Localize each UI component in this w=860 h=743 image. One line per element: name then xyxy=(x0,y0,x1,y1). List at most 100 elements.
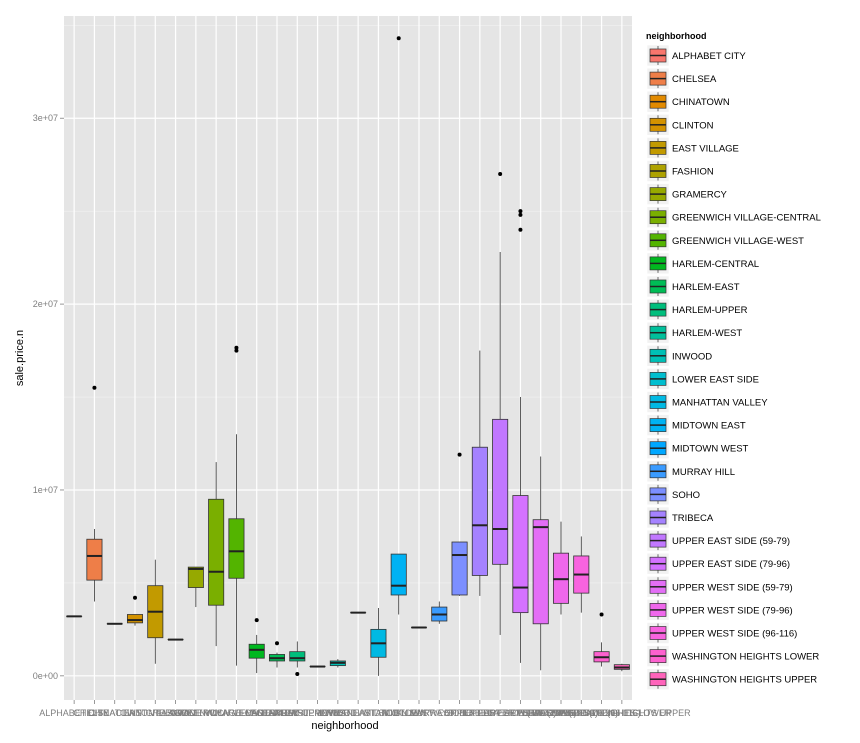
box-group xyxy=(208,462,225,647)
legend-label: WASHINGTON HEIGHTS UPPER xyxy=(672,675,817,686)
legend-label: GREENWICH VILLAGE-WEST xyxy=(672,236,804,247)
legend-item: GREENWICH VILLAGE-WEST xyxy=(646,229,804,252)
x-tick-label: UPPER WEST SIDE (79-96) xyxy=(504,708,618,718)
legend-item: UPPER WEST SIDE (59-79) xyxy=(646,575,793,598)
x-tick-label: CHELSEA xyxy=(73,708,115,718)
box-iqr xyxy=(390,553,407,596)
x-tick-label: UPPER WEST SIDE (59-79) xyxy=(484,708,598,718)
legend-item: HARLEM-UPPER xyxy=(646,298,748,321)
box-group xyxy=(532,456,549,671)
box-iqr xyxy=(86,538,103,581)
legend-item: EAST VILLAGE xyxy=(646,137,739,159)
x-tick-label: MURRAY HILL xyxy=(409,708,469,718)
box-group xyxy=(187,566,204,608)
x-tick-label: TRIBECA xyxy=(460,708,499,718)
legend-item: ALPHABET CITY xyxy=(646,44,746,67)
box-iqr xyxy=(208,498,225,606)
legend-label: UPPER EAST SIDE (79-96) xyxy=(672,559,790,570)
legend-label: UPPER WEST SIDE (79-96) xyxy=(672,605,793,616)
box-iqr xyxy=(512,495,529,614)
legend-label: SOHO xyxy=(672,490,700,501)
x-tick-label: HARLEM-WEST xyxy=(284,708,351,718)
box-iqr xyxy=(451,541,468,596)
x-tick-label: HARLEM-CENTRAL xyxy=(215,708,298,718)
box-group xyxy=(492,171,509,635)
y-tick-label: 1e+07 xyxy=(33,485,58,495)
legend-label: HARLEM-WEST xyxy=(672,328,742,339)
box-group xyxy=(228,345,245,666)
outlier-point xyxy=(457,452,462,457)
x-axis-ticks: ALPHABET CITYCHELSEACHINATOWNCLINTONEAST… xyxy=(39,700,691,718)
legend-item: INWOOD xyxy=(646,344,712,367)
outlier-point xyxy=(234,348,239,353)
x-tick-label: MANHATTAN VALLEY xyxy=(333,708,424,718)
y-tick-label: 3e+07 xyxy=(33,113,58,123)
legend-item: MURRAY HILL xyxy=(646,460,735,483)
x-tick-label: EAST VILLAGE xyxy=(124,708,187,718)
x-axis-title: neighborhood xyxy=(311,720,378,732)
box-iqr xyxy=(248,643,265,659)
outlier-point xyxy=(295,671,300,676)
legend-label: MIDTOWN WEST xyxy=(672,444,749,455)
major-gridlines xyxy=(64,16,632,700)
box-group xyxy=(248,618,265,674)
box-group xyxy=(268,641,286,668)
box-group xyxy=(86,385,103,602)
x-tick-label: MIDTOWN EAST xyxy=(364,708,434,718)
legend-item: HARLEM-EAST xyxy=(646,275,740,298)
legend-item: UPPER EAST SIDE (79-96) xyxy=(646,552,790,575)
x-tick-label: HARLEM-UPPER xyxy=(262,708,334,718)
box-group xyxy=(147,559,164,664)
legend-label: FASHION xyxy=(672,167,714,178)
box-group xyxy=(512,209,529,663)
legend-label: CHELSEA xyxy=(672,74,717,85)
legend-title: neighborhood xyxy=(646,31,707,41)
legend-item: WASHINGTON HEIGHTS UPPER xyxy=(646,668,817,691)
x-tick-label: UPPER WEST SIDE (96-116) xyxy=(522,708,641,718)
outlier-point xyxy=(396,36,401,41)
legend-item: MANHATTAN VALLEY xyxy=(646,391,768,413)
legend-label: GREENWICH VILLAGE-CENTRAL xyxy=(672,213,821,224)
legend-item: SOHO xyxy=(646,483,700,506)
x-tick-label: CLINTON xyxy=(115,708,154,718)
box-group xyxy=(289,641,306,676)
legend-label: MANHATTAN VALLEY xyxy=(672,398,768,409)
x-tick-label: SOHO xyxy=(446,708,473,718)
legend-item: UPPER EAST SIDE (59-79) xyxy=(646,529,790,552)
box-group xyxy=(613,663,630,672)
x-tick-label: WASHINGTON HEIGHTS LOWER xyxy=(532,708,672,718)
box-group xyxy=(451,452,468,596)
x-tick-label: MIDTOWN WEST xyxy=(383,708,456,718)
box-group xyxy=(552,521,570,615)
legend-item: GREENWICH VILLAGE-CENTRAL xyxy=(646,206,821,228)
legend-item: CHELSEA xyxy=(646,67,717,90)
x-tick-label: INWOOD xyxy=(319,708,357,718)
box-group xyxy=(126,595,144,626)
legend: neighborhood ALPHABET CITY CHELSEA CHINATO… xyxy=(646,31,821,691)
outlier-point xyxy=(518,209,523,214)
x-tick-label: WASHINGTON HEIGHTS UPPER xyxy=(553,708,691,718)
legend-item: MIDTOWN WEST xyxy=(646,437,749,460)
legend-label: UPPER WEST SIDE (59-79) xyxy=(672,582,793,593)
box-group xyxy=(329,659,346,668)
x-tick-label: FASHION xyxy=(156,708,196,718)
legend-item: GRAMERCY xyxy=(646,183,728,205)
legend-item: FASHION xyxy=(646,160,714,182)
legend-label: UPPER WEST SIDE (96-116) xyxy=(672,629,797,640)
x-tick-label: ALPHABET CITY xyxy=(39,708,109,718)
legend-item: WASHINGTON HEIGHTS LOWER xyxy=(646,645,819,667)
box-group xyxy=(370,607,387,676)
box-group xyxy=(390,36,407,615)
legend-label: HARLEM-EAST xyxy=(672,282,740,293)
legend-label: UPPER EAST SIDE (59-79) xyxy=(672,536,790,547)
box-group xyxy=(431,601,448,624)
box-iqr xyxy=(126,614,144,624)
x-tick-label: GRAMERCY xyxy=(170,708,222,718)
legend-label: CHINATOWN xyxy=(672,97,730,108)
y-axis-ticks: 0e+00 1e+07 2e+07 3e+07 xyxy=(33,113,64,681)
legend-label: HARLEM-CENTRAL xyxy=(672,259,759,270)
box-iqr xyxy=(492,418,509,565)
box-group xyxy=(593,612,610,667)
box-iqr xyxy=(289,651,306,662)
